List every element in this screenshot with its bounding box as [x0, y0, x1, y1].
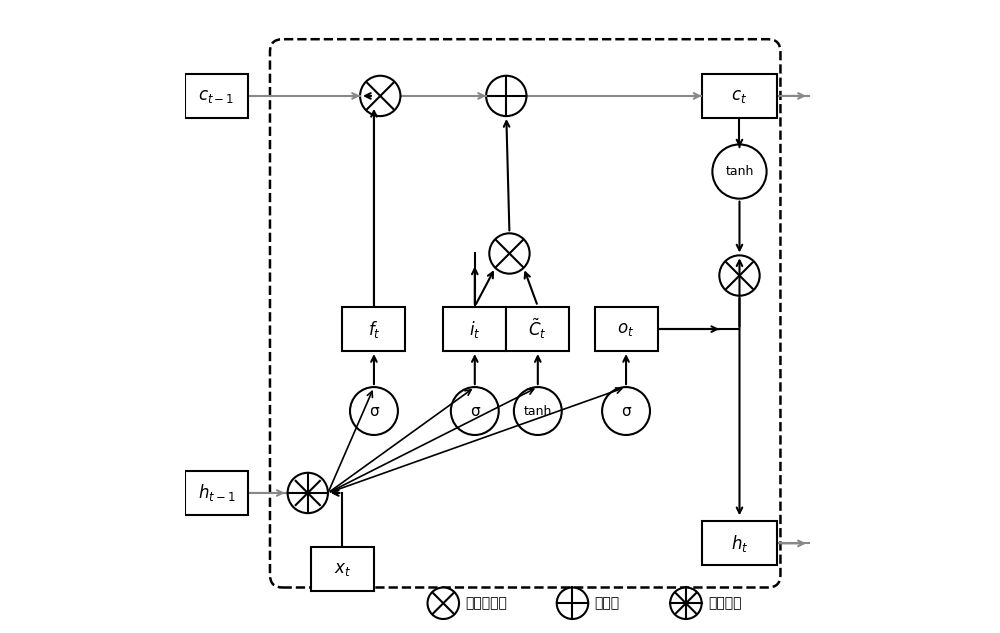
Circle shape — [514, 387, 562, 435]
Text: $x_t$: $x_t$ — [334, 560, 351, 577]
Circle shape — [602, 387, 650, 435]
Text: $i_t$: $i_t$ — [469, 318, 481, 339]
Circle shape — [712, 144, 767, 199]
FancyBboxPatch shape — [506, 307, 569, 351]
Text: σ: σ — [470, 403, 480, 418]
Text: tanh: tanh — [524, 404, 552, 418]
Text: $\tilde{C}_t$: $\tilde{C}_t$ — [528, 317, 547, 341]
Circle shape — [486, 76, 526, 116]
Circle shape — [360, 76, 400, 116]
FancyBboxPatch shape — [342, 307, 405, 351]
FancyBboxPatch shape — [185, 471, 248, 515]
Text: tanh: tanh — [725, 165, 754, 178]
Text: 向量拼接: 向量拼接 — [708, 596, 741, 610]
Text: 向量元素乘: 向量元素乘 — [465, 596, 507, 610]
Circle shape — [451, 387, 499, 435]
FancyBboxPatch shape — [595, 307, 658, 351]
Circle shape — [428, 587, 459, 619]
Circle shape — [350, 387, 398, 435]
FancyBboxPatch shape — [311, 546, 374, 591]
Text: $c_{t-1}$: $c_{t-1}$ — [198, 87, 235, 105]
Text: 向量和: 向量和 — [595, 596, 620, 610]
Text: $h_{t-1}$: $h_{t-1}$ — [198, 482, 235, 503]
Text: $h_t$: $h_t$ — [731, 533, 748, 554]
Circle shape — [557, 587, 588, 619]
Circle shape — [489, 234, 530, 273]
Text: σ: σ — [621, 403, 631, 418]
Circle shape — [670, 587, 702, 619]
Circle shape — [288, 473, 328, 513]
FancyBboxPatch shape — [702, 74, 777, 118]
Text: $o_t$: $o_t$ — [617, 320, 635, 338]
Text: σ: σ — [369, 403, 379, 418]
FancyBboxPatch shape — [702, 522, 777, 565]
Text: $f_t$: $f_t$ — [368, 318, 380, 339]
Text: $c_t$: $c_t$ — [731, 87, 748, 105]
FancyBboxPatch shape — [185, 74, 248, 118]
Circle shape — [719, 255, 760, 296]
FancyBboxPatch shape — [443, 307, 506, 351]
